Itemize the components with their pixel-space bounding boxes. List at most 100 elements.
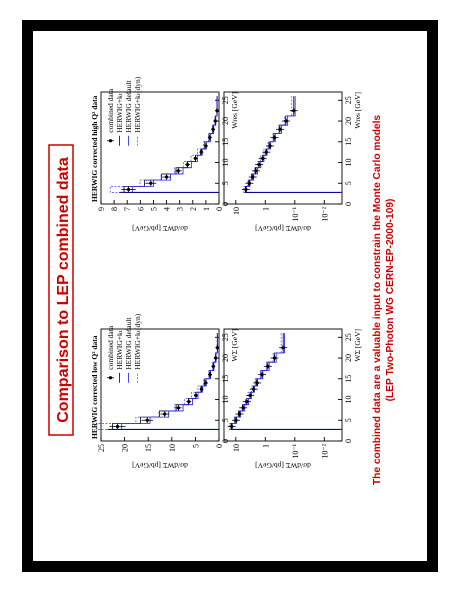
- data-point: [252, 387, 256, 391]
- data-point: [193, 156, 198, 160]
- data-point: [257, 162, 261, 167]
- legend-label: HERWIG+kₜ(dyn): [133, 313, 142, 370]
- x-tick-label: 5: [344, 418, 353, 422]
- data-point: [211, 364, 215, 368]
- data-point: [278, 127, 282, 131]
- y-tick-label: 4: [163, 207, 172, 211]
- data-point: [254, 169, 258, 173]
- data-point: [149, 181, 153, 185]
- y-axis-label: dσ/dWΣ [pb/GeV]: [132, 461, 188, 470]
- y-tick-label: 8: [110, 207, 119, 211]
- slide-caption-line2: (LEP Two-Photon WG CERN-EP-2000-109): [385, 199, 396, 402]
- data-point: [185, 162, 190, 167]
- data-point: [234, 418, 238, 422]
- data-point: [272, 136, 277, 140]
- data-point: [163, 412, 167, 416]
- legend-label: combined data: [106, 325, 115, 370]
- data-point: [284, 119, 288, 123]
- plot-frame: [223, 328, 343, 442]
- legend-label: combined data: [106, 88, 115, 133]
- data-point: [199, 150, 203, 154]
- data-point: [204, 144, 208, 148]
- x-tick-label: 25: [344, 96, 353, 104]
- x-tick-label: 20: [221, 354, 230, 362]
- data-point: [255, 381, 259, 385]
- x-tick-label: 25: [221, 333, 230, 341]
- data-point: [126, 187, 131, 192]
- slide-title: Comparison to LEP combined data: [55, 157, 72, 423]
- mc-histogram-3: [96, 333, 219, 430]
- y-tick-label: 3: [176, 207, 185, 211]
- data-point: [272, 356, 277, 360]
- x-axis-label: Wres [GeV]: [230, 92, 239, 129]
- x-axis-label: Wres [GeV]: [353, 92, 362, 129]
- data-point: [176, 406, 181, 410]
- y-tick-label: 0: [215, 207, 224, 211]
- x-tick-label: 0: [344, 202, 353, 206]
- y-tick-label: 9: [97, 207, 106, 211]
- y-tick-label: 1: [261, 207, 270, 211]
- y-tick-label: 10⁻¹: [291, 206, 300, 221]
- data-point: [214, 356, 218, 360]
- legend-label: HERWIG+kₜ: [115, 330, 124, 370]
- x-axis-label: WΣ [GeV]: [230, 329, 239, 361]
- data-point: [261, 156, 265, 160]
- mc-histogram-3: [109, 96, 219, 193]
- x-tick-label: 10: [344, 396, 353, 404]
- data-point: [281, 346, 285, 350]
- data-point: [268, 144, 272, 148]
- y-tick-label: 1: [202, 207, 211, 211]
- data-point: [260, 373, 264, 377]
- plot-frame: [100, 91, 220, 205]
- y-axis-label: dσ/dWΣ [pb/GeV]: [255, 224, 311, 233]
- legend-label: HERWIG default: [124, 80, 133, 133]
- slide-title-box: [48, 144, 74, 436]
- x-tick-label: 10: [221, 396, 230, 404]
- x-tick-label: 20: [221, 117, 230, 125]
- x-tick-label: 5: [221, 418, 230, 422]
- data-point: [213, 119, 217, 123]
- y-tick-label: 5: [191, 444, 200, 448]
- y-tick-label: 25: [97, 444, 106, 452]
- y-tick-label: 10: [232, 207, 241, 215]
- slide-caption-line1: The combined data are a valuable input t…: [372, 115, 383, 486]
- x-tick-label: 20: [344, 117, 353, 125]
- data-point: [187, 399, 191, 404]
- data-point: [264, 150, 268, 154]
- x-tick-label: 25: [221, 96, 230, 104]
- legend-label: HERWIG+kₜ: [115, 93, 124, 133]
- y-tick-label: 15: [144, 444, 153, 452]
- x-tick-label: 15: [221, 375, 230, 383]
- data-point: [215, 109, 219, 113]
- x-tick-label: 20: [344, 354, 353, 362]
- y-tick-label: 6: [136, 207, 145, 211]
- panel-title: HERWIG corrected low Q² data: [90, 335, 99, 439]
- y-tick-label: 10⁻¹: [291, 443, 300, 458]
- mc-histogram-3: [243, 96, 340, 193]
- y-tick-label: 10: [168, 444, 177, 452]
- mc-histogram-2: [131, 96, 219, 193]
- data-point: [245, 399, 249, 404]
- data-point: [176, 169, 180, 173]
- y-tick-label: 10⁻²: [320, 206, 329, 221]
- y-tick-label: 1: [261, 444, 270, 448]
- y-tick-label: 7: [123, 207, 132, 211]
- data-point: [199, 387, 204, 391]
- y-tick-label: 20: [121, 444, 130, 452]
- data-point: [115, 424, 120, 429]
- x-tick-label: 15: [221, 138, 230, 146]
- data-point: [248, 393, 252, 397]
- x-tick-label: 15: [344, 138, 353, 146]
- x-axis-label: WΣ [GeV]: [353, 329, 362, 361]
- plot-frame: [100, 328, 220, 442]
- data-point: [204, 381, 208, 385]
- data-point: [145, 418, 149, 422]
- data-point: [208, 373, 212, 377]
- x-tick-label: 5: [344, 181, 353, 185]
- data-point: [266, 364, 270, 368]
